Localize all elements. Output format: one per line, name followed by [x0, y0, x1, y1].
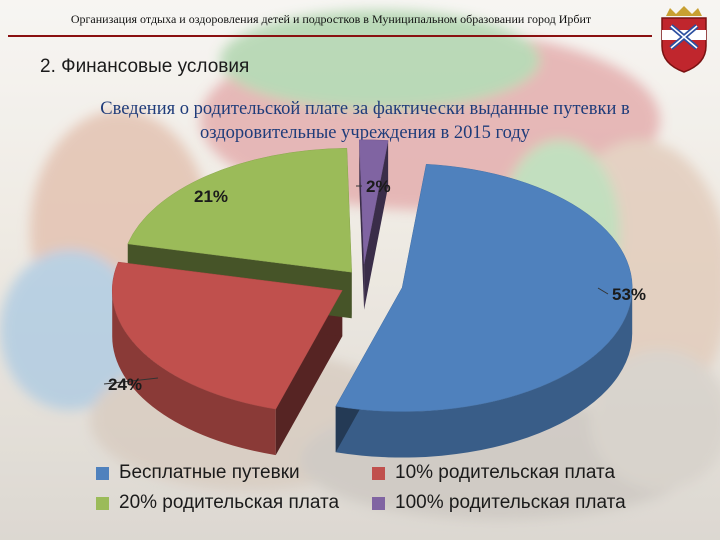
data-label-leader-1: [103, 377, 159, 385]
data-label-1: 24%: [108, 375, 142, 394]
legend-item-2: 20% родительская плата: [96, 492, 339, 514]
legend-item-0: Бесплатные путевки: [96, 462, 300, 484]
section-title: 2. Финансовые условия: [40, 56, 250, 77]
chart-title-line-1: Сведения о родительской плате за фактиче…: [100, 99, 630, 119]
legend-item-1: 10% родительская плата: [372, 462, 615, 484]
legend-label-3: 100% родительская плата: [395, 492, 626, 513]
header-org-text: Организация отдыха и оздоровления детей …: [70, 12, 592, 26]
legend-swatch-0: [96, 466, 109, 480]
coat-of-arms-icon: [661, 6, 707, 73]
data-label-leader-0: [597, 287, 609, 295]
legend-swatch-1: [372, 466, 385, 480]
legend-swatch-3: [372, 496, 385, 510]
chart-title-line-2: оздоровительные учреждения в 2015 году: [199, 123, 530, 143]
pie-slice-2: [127, 147, 352, 273]
data-label-0: 53%: [612, 285, 646, 304]
pie-slice-3: [359, 139, 389, 264]
legend-label-1: 10% родительская плата: [395, 462, 616, 483]
data-label-3: 2%: [366, 177, 391, 196]
legend-label-0: Бесплатные путевки: [119, 462, 300, 483]
legend-item-3: 100% родительская плата: [372, 492, 626, 514]
legend-swatch-2: [96, 496, 109, 510]
legend-label-2: 20% родительская плата: [119, 492, 340, 513]
chart-title: Сведения о родительской плате за фактиче…: [40, 97, 690, 145]
data-label-2: 21%: [194, 187, 228, 206]
pie-slice-1: [111, 261, 343, 410]
header-rule: [8, 35, 652, 37]
pie-slice-0: [335, 163, 633, 412]
pie-slice-side-3: [359, 139, 389, 310]
